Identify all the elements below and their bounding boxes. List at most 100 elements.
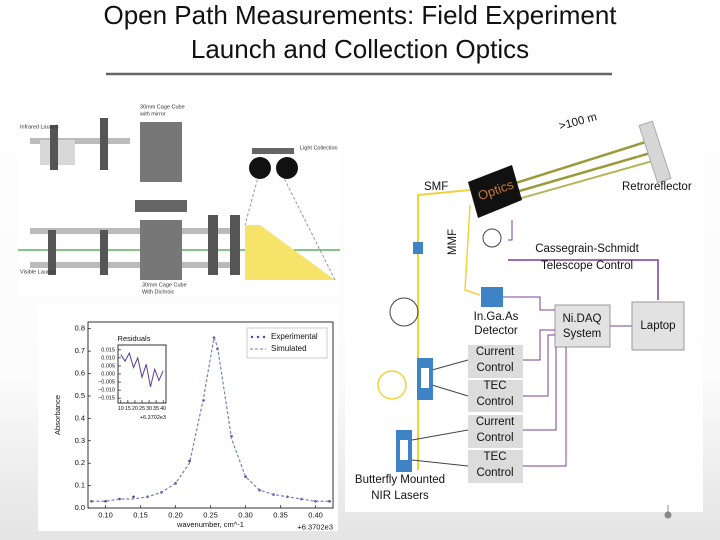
y-tick-label: 0.8 — [75, 324, 85, 333]
drawing-label: With Dichroic — [142, 289, 175, 295]
y-tick-label: 0.015 — [101, 347, 115, 353]
x-tick-label: 0.10 — [98, 510, 113, 519]
control-label: Control — [476, 362, 513, 374]
y-tick-label: −0.015 — [98, 396, 115, 402]
wire — [431, 384, 469, 397]
mount — [50, 125, 58, 170]
rod — [30, 228, 240, 234]
mount — [100, 118, 108, 170]
wire — [523, 347, 557, 431]
legend-marker — [262, 335, 266, 339]
lens — [276, 157, 298, 179]
plots: 0.0 0.1 0.2 0.3 0.4 0.5 0.6 0.7 0.8 0.10 0.15 0.20 0… — [53, 321, 334, 531]
light-cone — [245, 225, 335, 280]
retroreflector-shape — [638, 120, 672, 184]
rod — [30, 138, 130, 144]
drawing-label: with mirror — [139, 111, 166, 117]
x-tick-label: 0.35 — [273, 510, 288, 519]
light-path — [279, 169, 336, 281]
control-box — [468, 345, 523, 378]
mount — [208, 215, 218, 275]
lasers-label: NIR Lasers — [371, 490, 429, 502]
data-point — [104, 499, 107, 503]
series-line — [120, 351, 164, 388]
legend-marker — [256, 335, 260, 339]
x-tick-label: 25 — [139, 406, 145, 412]
y-tick-label: 0.3 — [75, 436, 85, 445]
wire — [508, 220, 513, 241]
control-label: Current — [476, 416, 515, 428]
smf-label: SMF — [424, 181, 448, 193]
title-line: Launch and Collection Optics — [191, 34, 529, 64]
x-axis-label: wavenumber, cm^-1 — [176, 520, 244, 529]
daq-label: System — [563, 328, 601, 340]
y-tick-label: 0.7 — [75, 346, 85, 355]
fiber-loop — [389, 297, 419, 327]
legend-box — [246, 327, 328, 359]
x-tick-label: 0.15 — [133, 510, 148, 519]
wire — [411, 459, 469, 467]
mmf-fiber — [464, 204, 481, 296]
x-tick-label: 0.30 — [238, 510, 253, 519]
mount — [230, 215, 240, 275]
x-tick-label: 40 — [160, 406, 166, 412]
plot-title: Residuals — [118, 334, 151, 343]
x-offset-label: +6.3702e3 — [140, 415, 166, 421]
x-tick-label: 15 — [125, 406, 131, 412]
mount — [100, 230, 108, 275]
coupler — [413, 242, 423, 254]
control-box — [468, 380, 523, 412]
data-point — [328, 499, 331, 503]
x-tick-label: 10 — [118, 406, 124, 412]
control-label: TEC — [484, 451, 507, 463]
control-box — [468, 450, 523, 483]
decor — [664, 511, 672, 519]
laser-window — [421, 368, 429, 388]
legend-marker — [250, 335, 254, 339]
title-line: Open Path Measurements: Field Experiment — [103, 0, 617, 30]
y-tick-label: 0.0 — [75, 503, 85, 512]
lens — [249, 157, 271, 179]
control-label: Control — [476, 396, 513, 408]
y-tick-label: 0.1 — [75, 481, 85, 490]
light-path — [244, 169, 261, 226]
mmf-label: MMF — [447, 229, 459, 255]
beam — [501, 150, 655, 198]
wire — [508, 259, 659, 300]
retroreflector-label: Retroreflector — [622, 181, 692, 193]
legend-label: Experimental — [271, 332, 318, 341]
telescope-label: Cassegrain-Schmidt — [535, 243, 639, 255]
setup-diagram: >100 m Optics Retroreflector SMF MMF Cas… — [345, 100, 703, 512]
laptop-box — [631, 301, 685, 351]
control-label: Current — [476, 346, 515, 358]
wire — [503, 296, 555, 311]
cage-plate — [135, 200, 187, 212]
x-tick-label: 0.20 — [168, 510, 183, 519]
control-label: Control — [476, 467, 513, 479]
control-box — [468, 415, 523, 448]
laptop-label: Laptop — [640, 320, 675, 332]
legend-label: Simulated — [271, 344, 307, 353]
drawing-label: Light Collection — [300, 145, 338, 151]
rod — [30, 262, 240, 268]
y-tick-label: 0.005 — [101, 363, 115, 369]
wire — [431, 359, 469, 371]
x-tick-label: 0.25 — [203, 510, 218, 519]
wire — [523, 329, 555, 361]
detector-label: Detector — [474, 325, 518, 337]
mount — [48, 230, 56, 275]
daq-label: Ni.DAQ — [563, 313, 602, 325]
detector-box — [481, 287, 503, 307]
wire — [523, 334, 555, 397]
detector-label: In.Ga.As — [474, 311, 519, 323]
mount — [252, 148, 294, 154]
daq-box — [554, 304, 611, 348]
drawing-label: 30mm Cage Cube — [140, 104, 185, 110]
wire — [523, 347, 567, 467]
x-tick-label: 0.40 — [308, 510, 323, 519]
drawing-label: Visible Launch — [20, 269, 56, 275]
fiber-loop — [482, 228, 502, 248]
telescope-label: Telescope Control — [541, 260, 633, 272]
